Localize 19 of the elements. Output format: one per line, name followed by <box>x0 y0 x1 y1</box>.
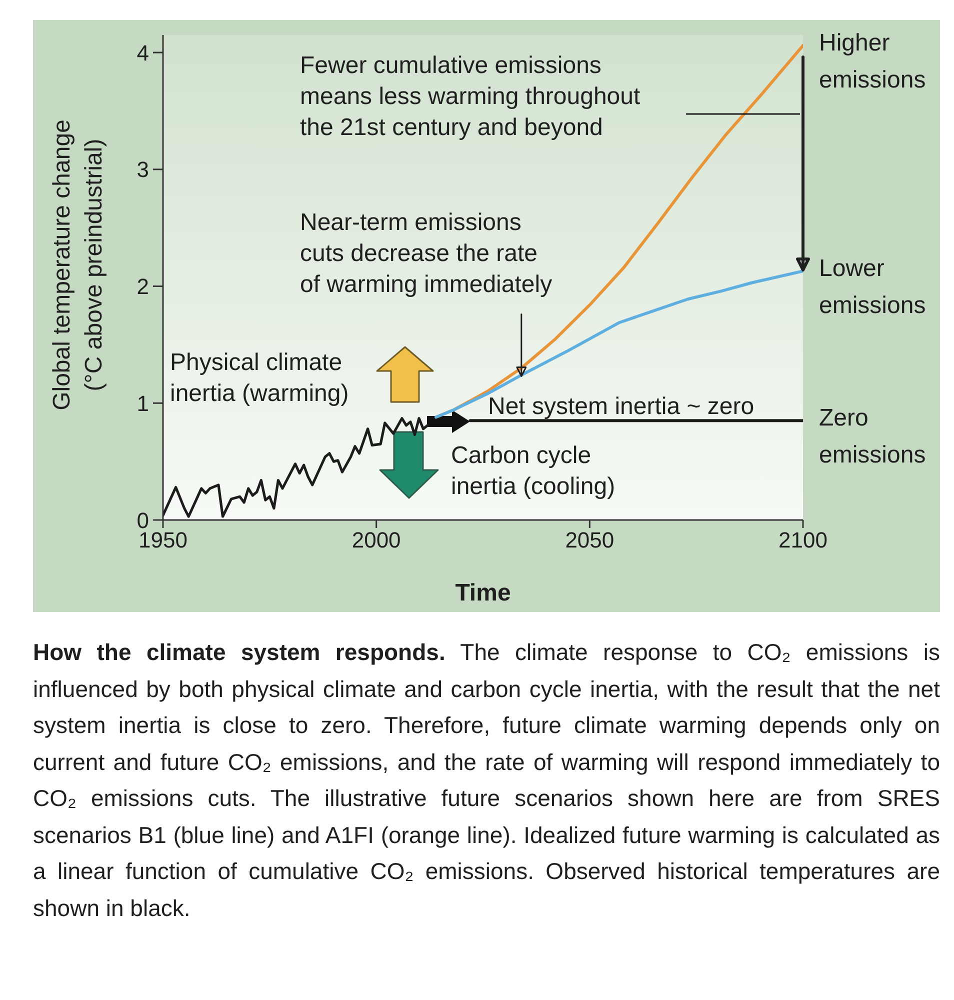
y-tick-label: 4 <box>136 40 149 66</box>
annotation: Physical climate inertia (warming) <box>170 348 349 406</box>
annotation: Net system inertia ~ zero <box>488 392 754 420</box>
x-tick-label: 2100 <box>778 528 828 553</box>
x-tick-label: 2050 <box>565 528 614 553</box>
y-axis-title: Global temperature change (°C above preindustrial) <box>48 120 108 410</box>
y-tick-label: 3 <box>136 157 149 182</box>
x-tick-label: 2000 <box>352 528 401 553</box>
annotation: Carbon cycle inertia (cooling) <box>451 442 616 500</box>
y-tick-label: 1 <box>136 390 149 416</box>
annotation: Fewer cumulative emissions means less warming throughout the 21st century and beyond <box>300 52 641 140</box>
line-series <box>163 417 429 518</box>
annotation: Near-term emissions cuts decrease the rate of warming immediately <box>300 208 552 298</box>
y-tick-label: 2 <box>136 274 149 300</box>
text: How the climate system responds. <box>33 639 446 665</box>
series-label: Higher emissions <box>819 29 926 94</box>
series-label: Lower emissions <box>819 254 926 319</box>
series-label: Zero emissions <box>819 404 926 468</box>
x-axis-title: Time <box>455 580 511 606</box>
